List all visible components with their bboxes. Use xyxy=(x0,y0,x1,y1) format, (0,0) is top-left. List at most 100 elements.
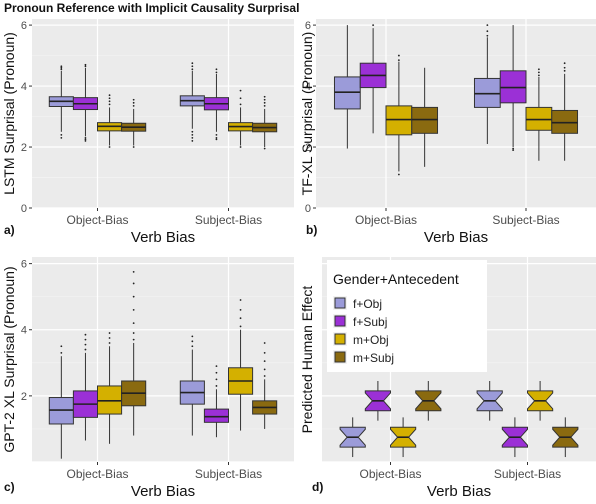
y-axis-label: GPT-2 XL Surprisal (Pronoun) xyxy=(1,266,17,452)
outlier-point xyxy=(84,63,87,66)
box-object-bias-2 xyxy=(390,417,417,458)
outlier-point xyxy=(215,133,218,136)
legend: Gender+Antecedent f+Obj f+Subj m+Obj m+Subj xyxy=(327,260,487,372)
outlier-point xyxy=(512,149,515,151)
y-tick-label: 4 xyxy=(21,81,27,93)
outlier-point xyxy=(263,360,266,363)
box-object-bias-3 xyxy=(121,270,147,436)
outlier-point xyxy=(397,54,400,57)
outlier-point xyxy=(239,103,242,106)
box-object-bias-3 xyxy=(415,380,442,421)
outlier-point xyxy=(108,97,111,100)
y-tick-label: 4 xyxy=(21,325,27,337)
panel-label: b) xyxy=(306,223,317,237)
outlier-point xyxy=(486,34,489,37)
outlier-point xyxy=(563,69,566,72)
outlier-point xyxy=(84,338,87,341)
outlier-point xyxy=(239,97,242,100)
legend-title: Gender+Antecedent xyxy=(333,271,459,287)
plot-background xyxy=(32,257,294,462)
outlier-point xyxy=(132,322,135,325)
outlier-point xyxy=(239,299,242,301)
x-tick-label: Subject-Bias xyxy=(494,467,561,481)
outlier-point xyxy=(84,136,87,139)
outlier-point xyxy=(132,338,135,341)
box-subject-bias-1 xyxy=(501,417,528,458)
y-axis-label: LSTM Surprisal (Pronoun) xyxy=(1,32,17,195)
legend-label: m+Obj xyxy=(353,333,389,347)
outlier-point xyxy=(60,351,63,354)
box-object-bias-0 xyxy=(48,65,74,139)
outlier-point xyxy=(215,68,218,71)
outlier-point xyxy=(191,68,194,71)
panel-b: 0 2 4 6 Object-Bias Subject-Bias Verb Bias TF-X… xyxy=(299,19,596,246)
outlier-point xyxy=(132,332,135,334)
outlier-point xyxy=(537,68,540,71)
outlier-point xyxy=(60,68,63,71)
outlier-point xyxy=(239,309,242,311)
x-tick-label: Subject-Bias xyxy=(195,467,262,481)
outlier-point xyxy=(263,342,266,344)
y-tick-label: 2 xyxy=(305,142,311,154)
outlier-point xyxy=(132,98,135,101)
outlier-point xyxy=(191,140,194,142)
outlier-point xyxy=(84,333,87,336)
outlier-point xyxy=(215,136,218,139)
outlier-point xyxy=(215,365,218,368)
x-tick-label: Subject-Bias xyxy=(492,213,559,227)
outlier-point xyxy=(132,282,135,285)
outlier-point xyxy=(108,103,111,106)
outlier-point xyxy=(397,59,400,62)
box-object-bias-0 xyxy=(339,417,366,458)
legend-label: m+Subj xyxy=(353,351,394,365)
x-axis-label: Verb Bias xyxy=(131,229,195,246)
outlier-point xyxy=(108,146,111,148)
box-object-bias-3 xyxy=(411,67,439,167)
outlier-point xyxy=(263,101,266,104)
box-object-bias-1 xyxy=(359,24,387,134)
outlier-point xyxy=(132,270,135,273)
outlier-point xyxy=(191,136,194,139)
outlier-point xyxy=(60,66,63,69)
legend-label: f+Obj xyxy=(353,297,382,311)
outlier-point xyxy=(263,104,266,107)
outlier-point xyxy=(191,133,194,136)
legend-swatch xyxy=(334,315,346,327)
box-object-bias-1 xyxy=(72,63,99,142)
outlier-point xyxy=(108,94,111,97)
outlier-point xyxy=(372,24,375,26)
x-tick-label: Object-Bias xyxy=(66,467,128,481)
outlier-point xyxy=(537,71,540,74)
figure-title: Pronoun Reference with Implicit Causalit… xyxy=(4,1,300,15)
box-subject-bias-1 xyxy=(499,25,527,151)
outlier-point xyxy=(263,375,266,377)
y-tick-label: 0 xyxy=(21,203,27,215)
outlier-point xyxy=(84,348,87,351)
box-object-bias-2 xyxy=(385,54,413,176)
outlier-point xyxy=(84,138,87,141)
box-object-bias-1 xyxy=(364,380,391,421)
outlier-point xyxy=(239,325,242,328)
outlier-point xyxy=(191,345,194,348)
box-object-bias-3 xyxy=(121,98,147,148)
box-subject-bias-2 xyxy=(228,299,254,431)
legend-swatch xyxy=(334,297,346,309)
box-subject-bias-3 xyxy=(552,417,579,458)
y-tick-label: 0 xyxy=(305,203,311,215)
box-object-bias-0 xyxy=(333,25,361,149)
box-subject-bias-1 xyxy=(203,68,229,141)
outlier-point xyxy=(108,100,111,103)
y-axis-label: Predicted Human Effect xyxy=(299,286,315,434)
box-subject-bias-3 xyxy=(551,62,579,161)
outlier-point xyxy=(191,340,194,343)
outlier-point xyxy=(512,147,515,150)
y-tick-label: 6 xyxy=(21,259,27,271)
box-subject-bias-0 xyxy=(476,380,503,421)
outlier-point xyxy=(239,317,242,320)
outlier-point xyxy=(263,98,266,101)
panel-label: c) xyxy=(4,480,15,494)
